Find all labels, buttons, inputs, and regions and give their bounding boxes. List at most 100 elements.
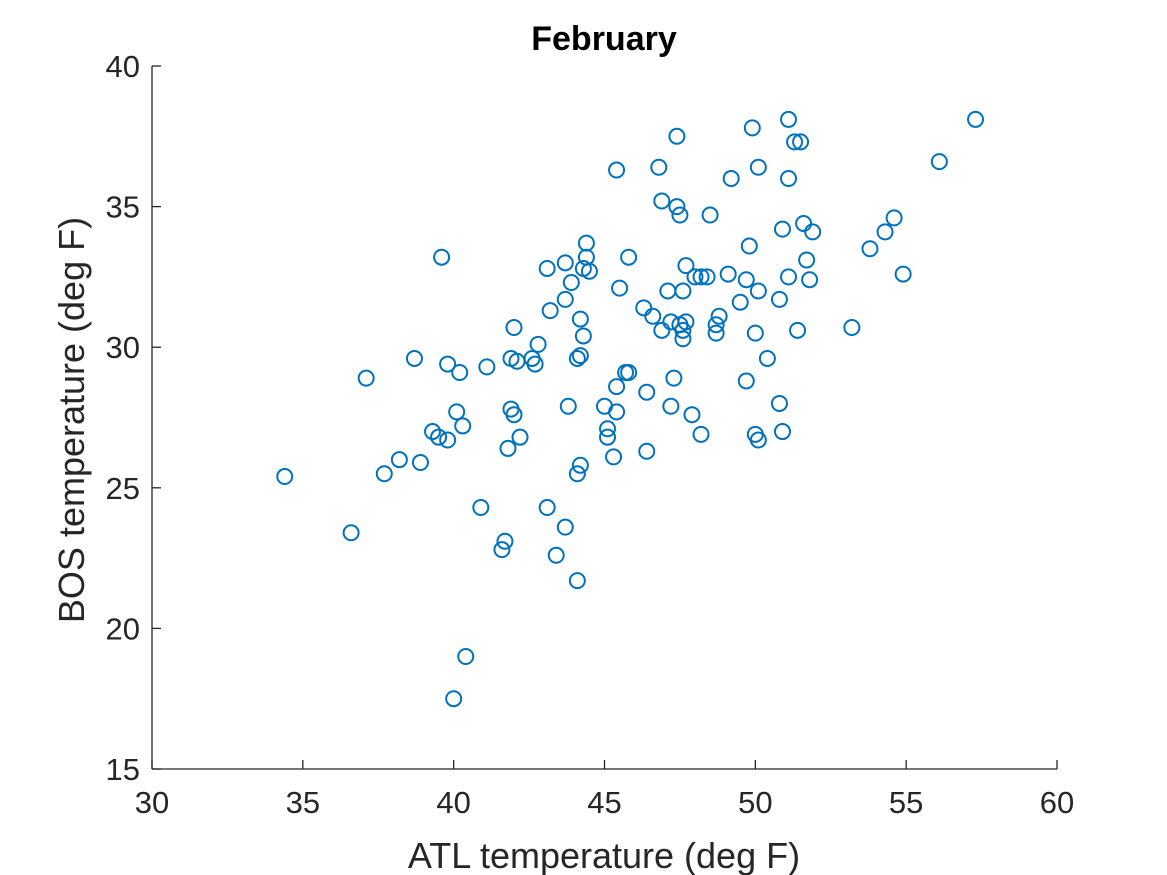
data-point: [538, 498, 556, 516]
data-point: [499, 439, 517, 457]
data-point: [605, 448, 623, 466]
x-tick-label: 40: [436, 785, 470, 820]
data-point: [686, 268, 704, 286]
data-point: [719, 265, 737, 283]
data-point: [930, 153, 948, 171]
data-point: [674, 330, 692, 348]
data-point: [677, 313, 695, 331]
y-tick-label: 30: [106, 330, 140, 365]
data-point: [692, 268, 710, 286]
data-point: [692, 425, 710, 443]
data-point: [556, 518, 574, 536]
data-point: [276, 468, 294, 486]
data-point: [451, 364, 469, 382]
y-tick-label: 40: [106, 49, 140, 84]
data-point: [804, 223, 822, 241]
data-point: [375, 465, 393, 483]
data-point: [547, 546, 565, 564]
data-point: [448, 403, 466, 421]
data-point: [710, 307, 728, 325]
x-tick-label: 35: [286, 785, 320, 820]
data-point: [445, 690, 463, 708]
data-point: [780, 110, 798, 128]
data-point: [662, 397, 680, 415]
data-point: [357, 369, 375, 387]
data-point: [529, 335, 547, 353]
x-tick-label: 60: [1040, 785, 1074, 820]
data-point: [707, 316, 725, 334]
data-point: [780, 268, 798, 286]
data-point: [885, 209, 903, 227]
data-point: [538, 259, 556, 277]
data-point: [457, 648, 475, 666]
data-point: [424, 423, 442, 441]
data-point: [743, 119, 761, 137]
data-point: [737, 271, 755, 289]
data-point: [638, 383, 656, 401]
data-point: [541, 302, 559, 320]
data-point: [571, 347, 589, 365]
data-point: [439, 355, 457, 373]
data-point: [390, 451, 408, 469]
data-point: [786, 133, 804, 151]
data-point: [701, 206, 719, 224]
data-point: [556, 254, 574, 272]
data-point: [967, 110, 985, 128]
data-point: [770, 290, 788, 308]
data-point: [568, 349, 586, 367]
data-point: [773, 220, 791, 238]
data-point: [653, 192, 671, 210]
data-point: [731, 293, 749, 311]
data-point: [568, 572, 586, 590]
data-point: [511, 428, 529, 446]
data-point: [635, 299, 653, 317]
data-point: [611, 279, 629, 297]
data-point: [801, 271, 819, 289]
data-point: [749, 431, 767, 449]
data-point: [526, 355, 544, 373]
y-ticks: 15 20 25 30 35 40: [106, 49, 161, 787]
data-point: [749, 282, 767, 300]
x-tick-label: 55: [889, 785, 923, 820]
data-point: [571, 456, 589, 474]
data-point: [650, 158, 668, 176]
data-point: [493, 541, 511, 559]
data-point: [876, 223, 894, 241]
data-point: [798, 251, 816, 269]
data-point: [683, 406, 701, 424]
data-point: [608, 378, 626, 396]
data-point: [433, 248, 451, 266]
data-point: [439, 431, 457, 449]
data-point: [674, 282, 692, 300]
data-point: [707, 324, 725, 342]
data-point: [405, 349, 423, 367]
data-point: [795, 214, 813, 232]
data-point: [505, 406, 523, 424]
data-point: [668, 127, 686, 145]
data-point: [758, 349, 776, 367]
data-point: [620, 248, 638, 266]
data-point: [644, 307, 662, 325]
data-points: [276, 110, 985, 708]
x-tick-label: 50: [738, 785, 772, 820]
data-point: [653, 321, 671, 339]
data-point: [472, 498, 490, 516]
data-point: [505, 319, 523, 337]
data-point: [430, 428, 448, 446]
data-point: [411, 453, 429, 471]
data-point: [342, 524, 360, 542]
y-tick-label: 35: [106, 190, 140, 225]
data-point: [674, 321, 692, 339]
data-point: [556, 290, 574, 308]
data-point: [746, 324, 764, 342]
data-point: [620, 364, 638, 382]
y-tick-label: 25: [106, 471, 140, 506]
x-tick-label: 30: [135, 785, 169, 820]
data-point: [638, 442, 656, 460]
data-point: [789, 321, 807, 339]
y-axis-label: BOS temperature (deg F): [51, 217, 92, 623]
data-point: [861, 240, 879, 258]
data-point: [792, 133, 810, 151]
